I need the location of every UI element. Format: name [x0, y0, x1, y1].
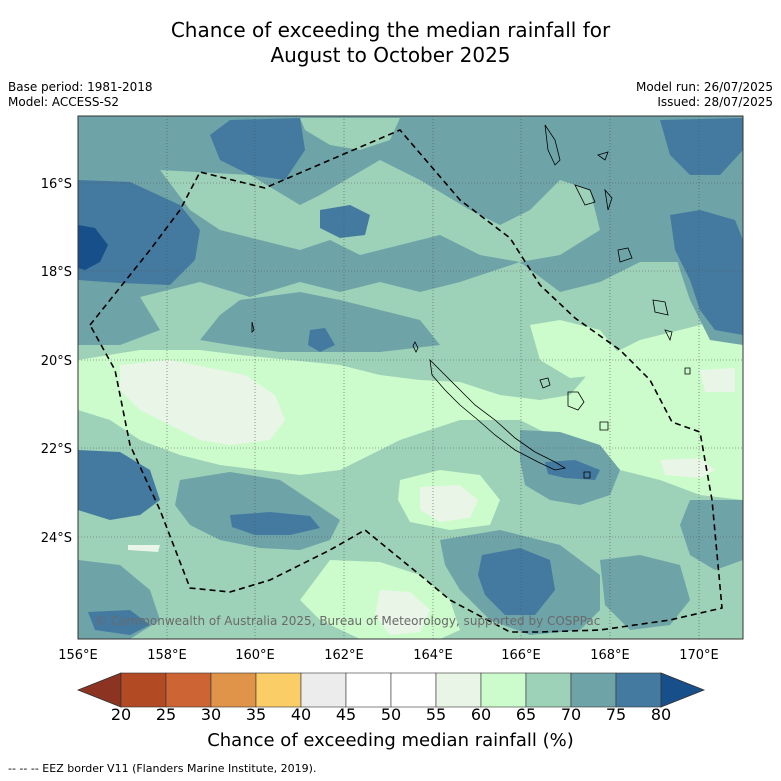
colorbar-over-arrow — [660, 672, 706, 708]
colorbar-tick-label: 70 — [561, 705, 581, 724]
map-title: Chance of exceeding the median rainfall … — [0, 18, 781, 68]
colorbar-cell — [390, 672, 437, 708]
lon-label: 160°E — [235, 648, 275, 663]
lon-label: 158°E — [147, 648, 187, 663]
colorbar-cell — [165, 672, 212, 708]
colorbar-tick-label: 25 — [156, 705, 176, 724]
lon-label: 166°E — [501, 648, 541, 663]
colorbar-tick-label: 60 — [471, 705, 491, 724]
copyright-text: © Commonwealth of Australia 2025, Bureau… — [95, 614, 601, 628]
lat-label: 22°S — [41, 442, 72, 457]
latitude-labels: 16°S 18°S 20°S 22°S 24°S — [41, 177, 72, 546]
lon-label: 164°E — [413, 648, 453, 663]
lat-label: 18°S — [41, 265, 72, 280]
colorbar-cell — [570, 672, 617, 708]
colorbar-cell — [480, 672, 527, 708]
coastlines — [251, 124, 691, 479]
model-text: Model: ACCESS-S2 — [8, 95, 120, 109]
colorbar-cell — [255, 672, 302, 708]
longitude-labels: 156°E 158°E 160°E 162°E 164°E 166°E 168°… — [58, 648, 719, 663]
probability-field — [78, 116, 743, 639]
model-run-text: Model run: 26/07/2025 — [635, 80, 773, 94]
colorbar-tick-label: 20 — [111, 705, 131, 724]
lon-label: 168°E — [590, 648, 630, 663]
map-frame — [77, 115, 744, 640]
lat-label: 20°S — [41, 354, 72, 369]
colorbar-tick-label: 75 — [606, 705, 626, 724]
colorbar-ticks: 20 25 30 35 40 45 50 55 60 65 70 75 80 — [111, 705, 671, 724]
colorbar-tick-label: 45 — [336, 705, 356, 724]
colorbar-cell — [300, 672, 347, 708]
colorbar-tick-label: 35 — [246, 705, 266, 724]
colorbar-tick-label: 50 — [381, 705, 401, 724]
eez-legend-text: -- -- -- EEZ border V11 (Flanders Marine… — [8, 762, 317, 775]
colorbar-tick-label: 30 — [201, 705, 221, 724]
meta-left: Base period: 1981-2018 Model: ACCESS-S2 — [8, 80, 153, 110]
lon-label: 156°E — [58, 648, 98, 663]
colorbar-cell — [615, 672, 662, 708]
lon-label: 162°E — [324, 648, 364, 663]
colorbar-tick-label: 65 — [516, 705, 536, 724]
colorbar-cell — [435, 672, 482, 708]
colorbar-cell — [345, 672, 392, 708]
colorbar-cell — [525, 672, 572, 708]
title-line-2: August to October 2025 — [270, 43, 511, 67]
issued-text: Issued: 28/07/2025 — [657, 95, 773, 109]
lat-label: 16°S — [41, 177, 72, 192]
meta-right: Model run: 26/07/2025 Issued: 28/07/2025 — [636, 80, 773, 110]
colorbar-under-arrow — [76, 672, 122, 708]
colorbar-cells — [120, 672, 662, 708]
colorbar-cell — [120, 672, 167, 708]
eez-border — [89, 129, 723, 633]
colorbar: 20 25 30 35 40 45 50 55 60 65 70 75 80 — [76, 672, 706, 724]
graticule — [78, 116, 743, 639]
base-period-text: Base period: 1981-2018 — [8, 80, 153, 94]
title-line-1: Chance of exceeding the median rainfall … — [170, 18, 611, 42]
colorbar-tick-label: 55 — [426, 705, 446, 724]
lat-label: 24°S — [41, 531, 72, 546]
colorbar-tick-label: 40 — [291, 705, 311, 724]
colorbar-tick-label: 80 — [651, 705, 671, 724]
colorbar-label: Chance of exceeding median rainfall (%) — [207, 730, 574, 751]
colorbar-cell — [210, 672, 257, 708]
lon-label: 170°E — [679, 648, 719, 663]
